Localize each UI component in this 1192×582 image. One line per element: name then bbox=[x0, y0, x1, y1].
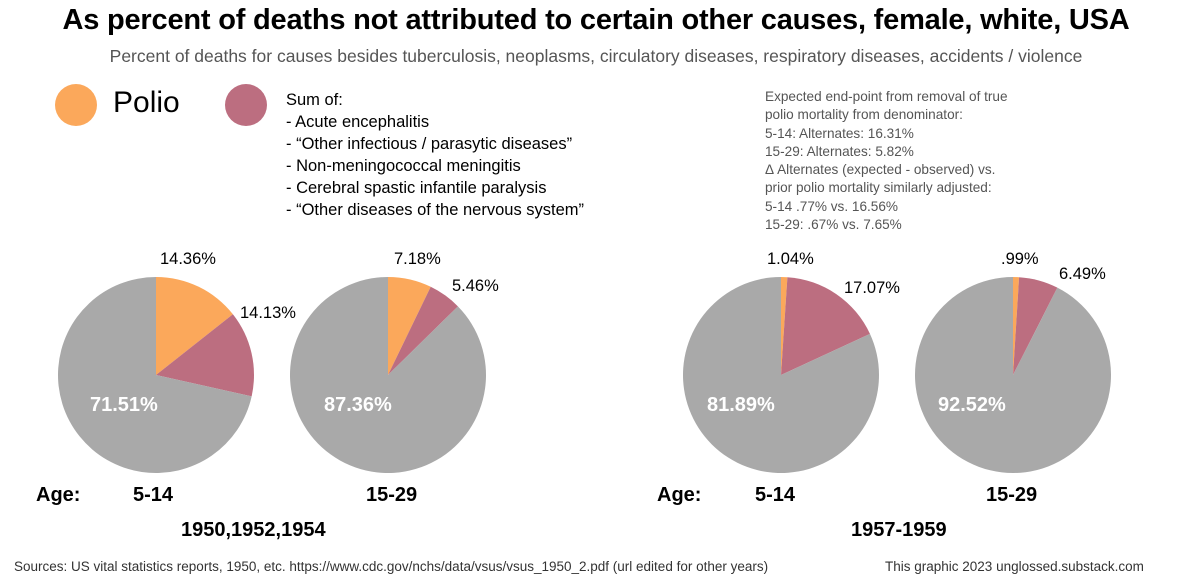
pie2-polio-label: 7.18% bbox=[394, 250, 441, 268]
chart-title: As percent of deaths not attributed to c… bbox=[62, 4, 1130, 36]
pie4-other-label: 92.52% bbox=[938, 394, 1006, 416]
legend-sum-line: - Cerebral spastic infantile paralysis bbox=[286, 179, 547, 197]
age-label-left: Age: bbox=[36, 484, 81, 506]
footer-credit: This graphic 2023 unglossed.substack.com bbox=[885, 559, 1144, 574]
pie3-sum-label: 17.07% bbox=[844, 279, 900, 297]
pie4-sum-label: 6.49% bbox=[1059, 265, 1106, 283]
legend-sum-line: - “Other infectious / parasytic diseases… bbox=[286, 135, 573, 153]
legend-sum-line: - “Other diseases of the nervous system” bbox=[286, 201, 585, 219]
pie3-polio-label: 1.04% bbox=[767, 250, 814, 268]
pie4-slice-other bbox=[914, 277, 1111, 473]
pie2-sum-label: 5.46% bbox=[452, 277, 499, 295]
age-group-5-14-right: 5-14 bbox=[755, 484, 796, 506]
pie1-polio-label: 14.36% bbox=[160, 250, 216, 268]
legend-sum-line: Sum of: bbox=[286, 91, 343, 109]
note-line: Expected end-point from removal of true bbox=[765, 89, 1008, 104]
legend-sum-description: Sum of: - Acute encephalitis - “Other in… bbox=[286, 89, 584, 221]
legend-swatch-sum bbox=[225, 84, 267, 126]
pie2-slice-other bbox=[289, 277, 486, 473]
pie2-other-label: 87.36% bbox=[324, 394, 392, 416]
pie2-slice-sum bbox=[388, 286, 458, 375]
pie2-slice-polio bbox=[388, 277, 431, 375]
pie1-sum-label: 14.13% bbox=[240, 304, 296, 322]
pie3-other-label: 81.89% bbox=[707, 394, 775, 416]
pie1-slice-other bbox=[58, 277, 252, 473]
note-line: prior polio mortality similarly adjusted… bbox=[765, 180, 992, 196]
age-group-15-29-left: 15-29 bbox=[366, 484, 418, 506]
pie3-slice-sum bbox=[781, 277, 870, 375]
annotation-note: Expected end-point from removal of true … bbox=[765, 88, 1008, 234]
legend-label-polio: Polio bbox=[113, 86, 180, 119]
legend-swatch-polio bbox=[55, 84, 97, 126]
note-line: 15-29: .67% vs. 7.65% bbox=[765, 217, 902, 233]
age-group-15-29-right: 15-29 bbox=[986, 484, 1038, 506]
legend-sum-line: - Non-meningococcal meningitis bbox=[286, 157, 521, 175]
note-line: 5-14: Alternates: 16.31% bbox=[765, 125, 914, 141]
footer-sources: Sources: US vital statistics reports, 19… bbox=[14, 559, 769, 574]
pie3-slice-other bbox=[682, 277, 880, 473]
period-label-right: 1957-1959 bbox=[851, 519, 947, 541]
chart-subtitle: Percent of deaths for causes besides tub… bbox=[109, 46, 1083, 66]
pie4-slice-sum bbox=[1013, 277, 1058, 375]
note-line: 15-29: Alternates: 5.82% bbox=[765, 143, 914, 159]
note-line: 5-14 .77% vs. 16.56% bbox=[765, 198, 898, 214]
age-group-5-14-left: 5-14 bbox=[133, 484, 174, 506]
pie1-slice-polio bbox=[156, 277, 233, 375]
legend-sum-line: - Acute encephalitis bbox=[286, 113, 430, 131]
pie4-slice-polio bbox=[1013, 277, 1020, 375]
note-line: Δ Alternates (expected - observed) vs. bbox=[765, 162, 996, 178]
note-line: polio mortality from denominator: bbox=[765, 107, 963, 123]
pie1-slice-sum bbox=[156, 314, 254, 397]
age-label-right: Age: bbox=[657, 484, 702, 506]
period-label-left: 1950,1952,1954 bbox=[181, 519, 326, 541]
pie1-other-label: 71.51% bbox=[90, 394, 158, 416]
pie3-slice-polio bbox=[781, 277, 788, 375]
pie4-polio-label: .99% bbox=[1001, 250, 1039, 268]
